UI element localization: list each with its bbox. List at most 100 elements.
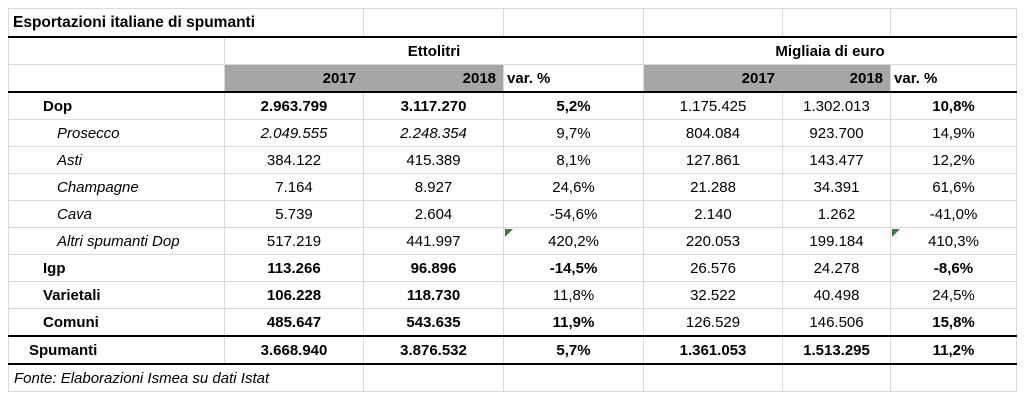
value-cell: 126.529 <box>643 308 784 337</box>
year-header-2017-hl: 2017 <box>223 64 365 93</box>
group-header-ettolitri: Ettolitri <box>223 36 645 65</box>
value-cell: 8.927 <box>363 173 505 201</box>
value-cell: 21.288 <box>643 173 784 201</box>
value-text: 420,2% <box>548 232 599 250</box>
row-label: Cava <box>8 200 225 228</box>
empty-cell <box>8 36 225 65</box>
value-cell: -14,5% <box>503 254 645 282</box>
value-cell: 804.084 <box>643 119 784 147</box>
row-label: Comuni <box>8 308 225 337</box>
value-cell: 410,3% <box>890 227 1018 255</box>
value-cell: 1.513.295 <box>782 335 892 365</box>
value-cell: 106.228 <box>223 281 365 309</box>
value-cell: -8,6% <box>890 254 1018 282</box>
value-cell: 517.219 <box>223 227 365 255</box>
value-cell: 61,6% <box>890 173 1018 201</box>
row-label: Igp <box>8 254 225 282</box>
value-cell: 12,2% <box>890 146 1018 174</box>
value-cell: 10,8% <box>890 91 1018 120</box>
value-cell: 543.635 <box>363 308 505 337</box>
table-row-prosecco: Prosecco 2.049.555 2.248.354 9,7% 804.08… <box>8 119 1018 147</box>
empty-cell <box>643 363 784 392</box>
value-cell: 11,9% <box>503 308 645 337</box>
value-cell: 2.248.354 <box>363 119 505 147</box>
empty-cell <box>643 8 784 38</box>
year-header-2017-eur: 2017 <box>643 64 784 93</box>
value-cell: 118.730 <box>363 281 505 309</box>
value-cell: 441.997 <box>363 227 505 255</box>
empty-cell <box>363 363 505 392</box>
value-cell: 384.122 <box>223 146 365 174</box>
group-header-migliaia-euro: Migliaia di euro <box>643 36 1018 65</box>
row-label: Spumanti <box>8 335 225 365</box>
value-cell: 3.876.532 <box>363 335 505 365</box>
value-cell: 3.117.270 <box>363 91 505 120</box>
table-row-asti: Asti 384.122 415.389 8,1% 127.861 143.47… <box>8 146 1018 174</box>
empty-cell <box>890 363 1018 392</box>
title-row: Esportazioni italiane di spumanti <box>7 8 1018 38</box>
empty-cell <box>8 64 225 93</box>
value-cell: 32.522 <box>643 281 784 309</box>
year-header-2018-eur: 2018 <box>782 64 892 93</box>
year-header-2018-hl: 2018 <box>363 64 505 93</box>
empty-cell <box>782 8 892 38</box>
value-cell: 923.700 <box>782 119 892 147</box>
empty-cell <box>503 363 645 392</box>
value-cell: 220.053 <box>643 227 784 255</box>
table-row-dop: Dop 2.963.799 3.117.270 5,2% 1.175.425 1… <box>8 91 1018 120</box>
value-cell: 8,1% <box>503 146 645 174</box>
value-cell: 2.604 <box>363 200 505 228</box>
row-label: Prosecco <box>8 119 225 147</box>
value-cell: 96.896 <box>363 254 505 282</box>
value-cell: 3.668.940 <box>223 335 365 365</box>
value-cell: 127.861 <box>643 146 784 174</box>
value-cell: 24,6% <box>503 173 645 201</box>
table-row-varietali: Varietali 106.228 118.730 11,8% 32.522 4… <box>8 281 1018 309</box>
value-cell: 5.739 <box>223 200 365 228</box>
value-cell: 15,8% <box>890 308 1018 337</box>
value-cell: 1.302.013 <box>782 91 892 120</box>
value-cell: 113.266 <box>223 254 365 282</box>
row-label: Varietali <box>8 281 225 309</box>
value-cell: 7.164 <box>223 173 365 201</box>
row-label: Asti <box>8 146 225 174</box>
value-cell: 1.361.053 <box>643 335 784 365</box>
excel-error-triangle-icon <box>892 229 901 237</box>
value-cell: 1.262 <box>782 200 892 228</box>
value-cell: 14,9% <box>890 119 1018 147</box>
spreadsheet-table: Esportazioni italiane di spumanti Ettoli… <box>7 8 1018 392</box>
source-note: Fonte: Elaborazioni Ismea su dati Istat <box>7 363 365 392</box>
value-cell: 485.647 <box>223 308 365 337</box>
row-label: Dop <box>8 91 225 120</box>
table-row-cava: Cava 5.739 2.604 -54,6% 2.140 1.262 -41,… <box>8 200 1018 228</box>
value-cell: 24,5% <box>890 281 1018 309</box>
value-cell: 40.498 <box>782 281 892 309</box>
value-cell: 199.184 <box>782 227 892 255</box>
unit-header-row: Ettolitri Migliaia di euro <box>8 36 1018 65</box>
value-cell: 143.477 <box>782 146 892 174</box>
value-cell: 1.175.425 <box>643 91 784 120</box>
source-row: Fonte: Elaborazioni Ismea su dati Istat <box>7 363 1018 392</box>
value-cell: 420,2% <box>503 227 645 255</box>
empty-cell <box>890 8 1018 38</box>
value-cell: 26.576 <box>643 254 784 282</box>
value-cell: 34.391 <box>782 173 892 201</box>
value-cell: -54,6% <box>503 200 645 228</box>
empty-cell <box>363 8 505 38</box>
page-title: Esportazioni italiane di spumanti <box>7 8 365 38</box>
exports-table: Esportazioni italiane di spumanti Ettoli… <box>7 8 1018 392</box>
value-cell: 9,7% <box>503 119 645 147</box>
table-row-spumanti-total: Spumanti 3.668.940 3.876.532 5,7% 1.361.… <box>8 335 1018 365</box>
var-pct-header-hl: var. % <box>503 64 645 93</box>
value-cell: 2.963.799 <box>223 91 365 120</box>
var-pct-header-eur: var. % <box>890 64 1018 93</box>
value-cell: 2.049.555 <box>223 119 365 147</box>
row-label: Champagne <box>8 173 225 201</box>
value-cell: -41,0% <box>890 200 1018 228</box>
excel-error-triangle-icon <box>505 229 514 237</box>
value-cell: 11,2% <box>890 335 1018 365</box>
year-header-row: 2017 2018 var. % 2017 2018 var. % <box>8 64 1018 93</box>
table-row-champagne: Champagne 7.164 8.927 24,6% 21.288 34.39… <box>8 173 1018 201</box>
table-row-comuni: Comuni 485.647 543.635 11,9% 126.529 146… <box>8 308 1018 337</box>
row-label: Altri spumanti Dop <box>8 227 225 255</box>
